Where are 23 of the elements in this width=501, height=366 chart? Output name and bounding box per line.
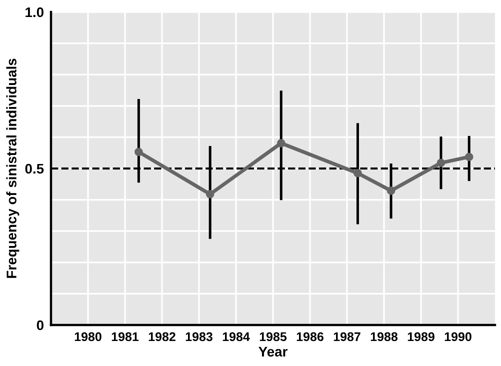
x-tick-label: 1983 [186, 332, 212, 342]
point [276, 138, 286, 148]
x-tick-label: 1986 [296, 332, 324, 342]
point [386, 186, 396, 195]
x-tick-label: 1989 [408, 332, 434, 342]
point [464, 152, 474, 162]
x-tick-label: 1982 [148, 332, 176, 342]
x-tick-label: 1987 [334, 332, 360, 342]
y-tick-label: 0 [36, 320, 44, 330]
point [436, 158, 446, 168]
x-tick-label: 1980 [74, 332, 102, 342]
x-tick-label: 1985 [260, 332, 287, 342]
x-tick-label: 1981 [112, 332, 139, 342]
point [354, 169, 362, 178]
y-tick-label: 0.5 [25, 164, 44, 174]
y-tick-label: 1.0 [26, 7, 44, 18]
x-tick-label: 1990 [444, 332, 472, 342]
y-axis-title: Frequency of sinistral individuals [6, 58, 20, 278]
x-tick-label: 1984 [222, 332, 250, 342]
point [206, 190, 214, 198]
point [134, 148, 143, 156]
x-axis-title: Year [258, 346, 288, 357]
x-tick-label: 1988 [370, 332, 398, 342]
